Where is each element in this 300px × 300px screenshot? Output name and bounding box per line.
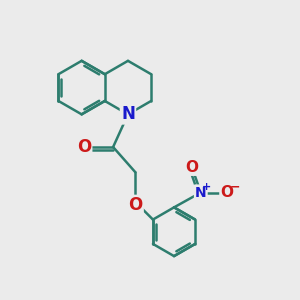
Text: O: O	[128, 196, 142, 214]
Text: N: N	[195, 185, 207, 200]
Text: O: O	[185, 160, 198, 175]
Text: N: N	[121, 105, 135, 123]
Text: +: +	[202, 182, 211, 192]
Text: −: −	[230, 180, 241, 193]
Text: O: O	[77, 138, 91, 156]
Text: O: O	[220, 185, 233, 200]
